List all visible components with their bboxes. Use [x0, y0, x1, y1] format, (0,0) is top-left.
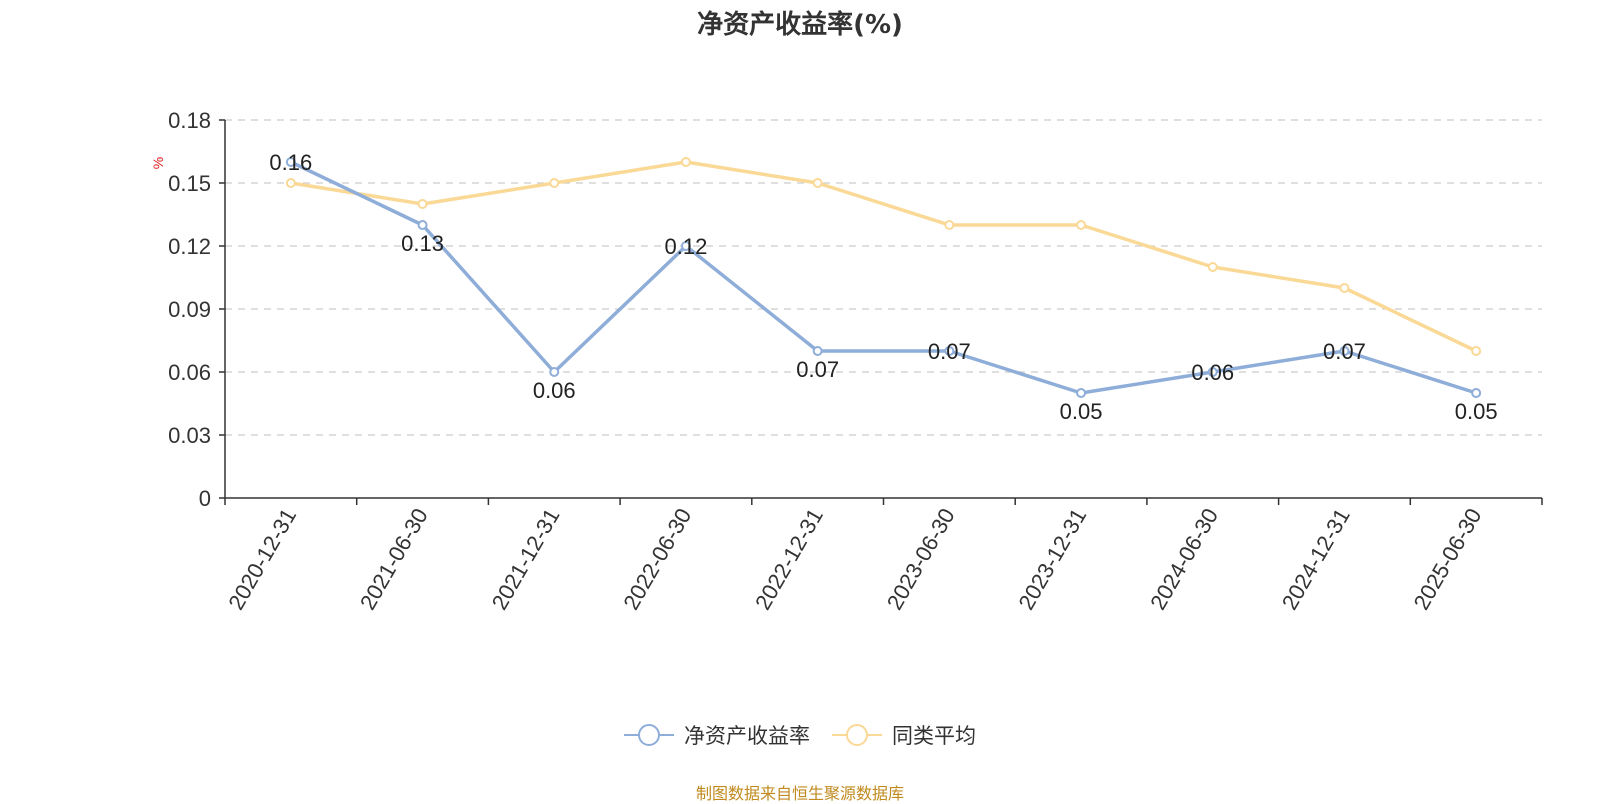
data-labels: 0.16 0.13 0.06 0.12 0.07 0.07 0.05 0.06 0.07 0.05 — [269, 150, 1497, 424]
data-point — [417, 220, 428, 230]
data-point — [944, 346, 955, 356]
legend-swatch-icon — [832, 724, 882, 746]
data-label: 0.07 — [1323, 339, 1366, 364]
data-label: 0.12 — [665, 234, 708, 259]
data-point — [549, 367, 560, 377]
legend-label: 净资产收益率 — [684, 724, 810, 748]
legend: 净资产收益率 同类平均 — [0, 720, 1600, 750]
data-point — [812, 178, 823, 188]
data-label: 0.16 — [269, 150, 312, 175]
data-point — [1207, 262, 1218, 272]
x-tick-label: 2022-06-30 — [618, 504, 696, 614]
legend-label: 同类平均 — [892, 724, 976, 748]
data-point — [417, 199, 428, 209]
y-tick-label: 0.15 — [168, 171, 211, 196]
data-label: 0.13 — [401, 231, 444, 256]
data-point — [1471, 346, 1482, 356]
y-tick-label: 0.06 — [168, 360, 211, 385]
source-note: 制图数据来自恒生聚源数据库 — [695, 784, 904, 803]
data-label: 0.06 — [533, 378, 576, 403]
y-tick-labels: 0 0.03 0.06 0.09 0.12 0.15 0.18 — [168, 108, 211, 511]
data-label: 0.05 — [1060, 399, 1103, 424]
data-point — [1339, 283, 1350, 293]
legend-item-series-0[interactable]: 净资产收益率 — [624, 720, 810, 750]
data-point — [812, 346, 823, 356]
y-tick-label: 0.03 — [168, 423, 211, 448]
x-tick-label: 2020-12-31 — [223, 504, 301, 614]
x-tick-label: 2024-12-31 — [1277, 504, 1355, 614]
data-label: 0.06 — [1191, 360, 1234, 385]
y-tick-label: 0 — [199, 486, 211, 511]
data-point — [680, 241, 691, 251]
x-tick-label: 2023-06-30 — [882, 504, 960, 614]
y-tick-label: 0.18 — [168, 108, 211, 133]
series-line-1 — [290, 160, 1477, 353]
x-tick-label: 2024-06-30 — [1145, 504, 1223, 614]
legend-item-series-1[interactable]: 同类平均 — [832, 720, 976, 750]
x-tick-label: 2023-12-31 — [1013, 504, 1091, 614]
data-label: 0.07 — [796, 357, 839, 382]
legend-swatch-icon — [624, 724, 674, 746]
data-point — [549, 178, 560, 188]
data-point — [944, 220, 955, 230]
data-point — [1076, 220, 1087, 230]
series-lines — [285, 157, 1482, 398]
x-tick-labels: 2020-12-31 2021-06-30 2021-12-31 2022-06-30… — [223, 504, 1486, 614]
grid-lines — [219, 119, 1542, 499]
x-tick-label: 2021-12-31 — [487, 504, 565, 614]
chart-title: 净资产收益率(%) — [697, 10, 903, 40]
data-point — [1339, 346, 1350, 356]
data-point — [1471, 388, 1482, 398]
y-axis-label: % — [150, 157, 166, 169]
series-line-0 — [290, 160, 1477, 395]
data-point — [285, 178, 296, 188]
data-point — [1076, 388, 1087, 398]
axes — [224, 120, 1543, 505]
data-point — [1207, 367, 1218, 377]
data-label: 0.05 — [1455, 399, 1498, 424]
y-tick-label: 0.12 — [168, 234, 211, 259]
y-tick-label: 0.09 — [168, 297, 211, 322]
x-tick-label: 2025-06-30 — [1409, 504, 1487, 614]
data-point — [285, 157, 296, 167]
data-point — [680, 157, 691, 167]
data-label: 0.07 — [928, 339, 971, 364]
x-tick-label: 2022-12-31 — [750, 504, 828, 614]
x-tick-label: 2021-06-30 — [355, 504, 433, 614]
